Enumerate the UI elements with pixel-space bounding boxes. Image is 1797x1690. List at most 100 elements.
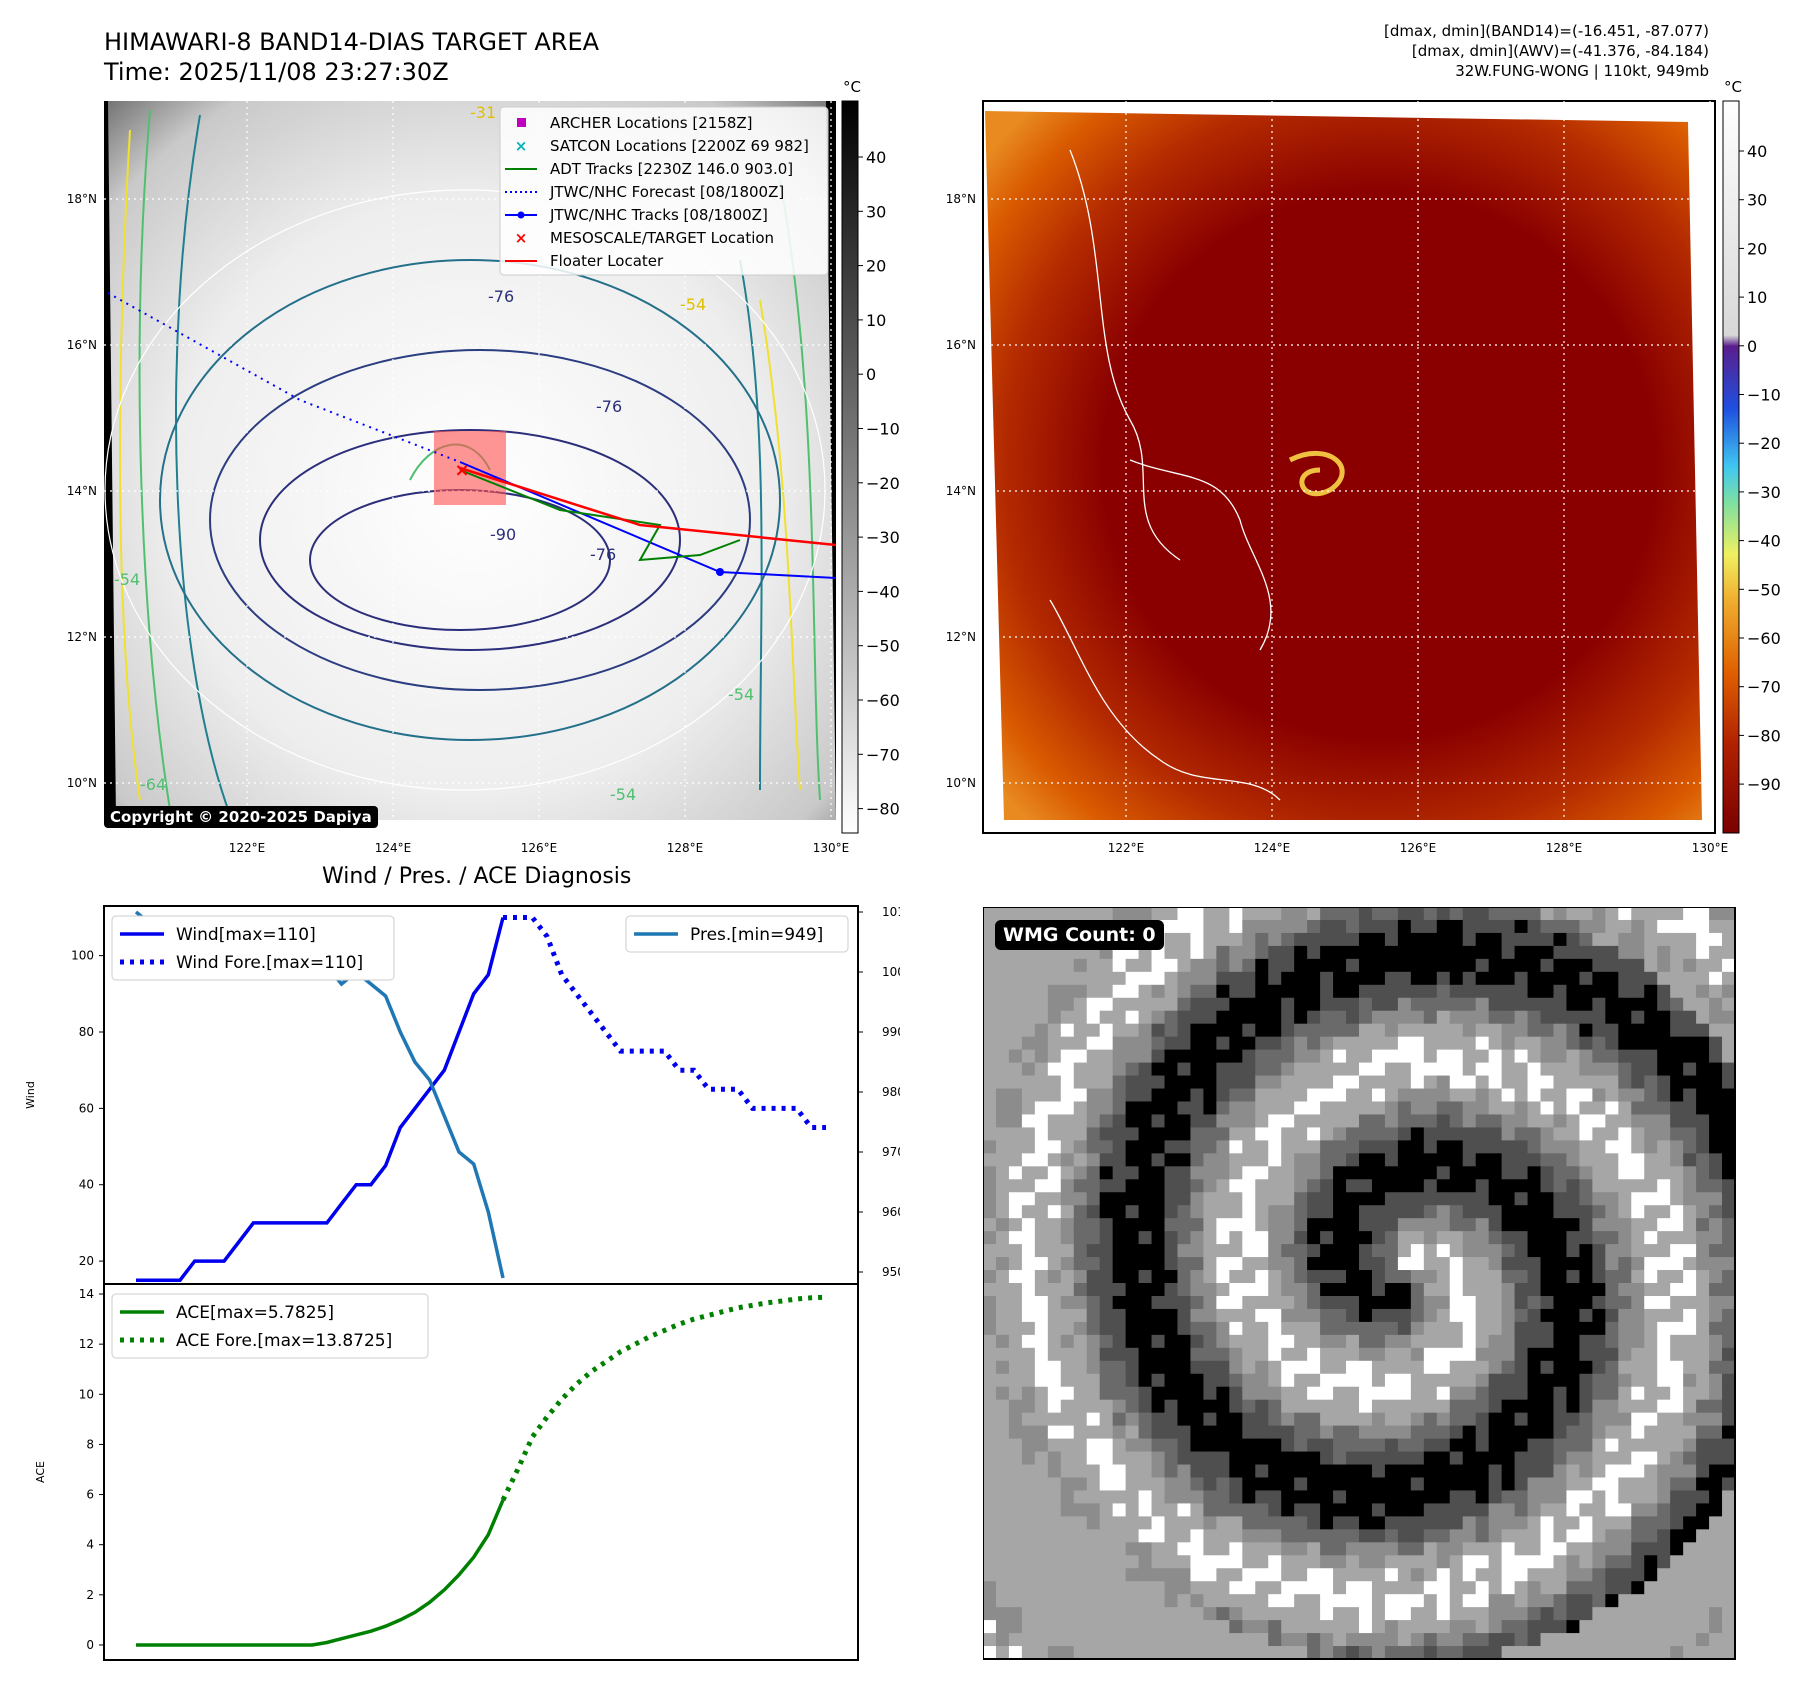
wmg-cell bbox=[1138, 1257, 1153, 1271]
wmg-cell bbox=[1709, 1568, 1723, 1582]
wmg-cell bbox=[1242, 1010, 1256, 1025]
wmg-cell bbox=[1021, 1386, 1036, 1401]
wmg-cell bbox=[1436, 1360, 1451, 1375]
chart-legend-box bbox=[625, 915, 849, 953]
wmg-cell bbox=[1151, 1399, 1166, 1414]
wmg-cell bbox=[1709, 1010, 1723, 1025]
wmg-cell bbox=[1501, 1140, 1516, 1154]
wmg-cell bbox=[1125, 1179, 1140, 1193]
wmg-cell bbox=[1618, 1438, 1632, 1453]
wmg-cell bbox=[1255, 1062, 1269, 1077]
wmg-cell bbox=[1242, 984, 1256, 999]
wmg-cell bbox=[1670, 958, 1684, 973]
wmg-cell bbox=[1475, 1231, 1490, 1245]
wmg-cell bbox=[1112, 1192, 1127, 1206]
wmg-cell bbox=[1333, 932, 1347, 947]
wmg-cell bbox=[1592, 1127, 1606, 1141]
wmg-cell bbox=[1605, 1062, 1619, 1077]
wmg-cell bbox=[1307, 971, 1321, 986]
wmg-cell bbox=[1410, 1555, 1425, 1569]
wmg-cell bbox=[1423, 1568, 1438, 1582]
wmg-cell bbox=[1488, 1075, 1503, 1090]
wmg-cell bbox=[1177, 1257, 1191, 1271]
wmg-cell bbox=[1540, 1490, 1554, 1504]
wmg-cell bbox=[1203, 1153, 1217, 1167]
wmg-cell bbox=[1644, 945, 1658, 960]
wmg-cell bbox=[1216, 1347, 1230, 1362]
wmg-cell bbox=[1125, 1231, 1140, 1245]
wmg-cell bbox=[1683, 1399, 1697, 1414]
wmg-cell bbox=[1268, 1581, 1282, 1595]
wmg-cell bbox=[1359, 907, 1373, 921]
wmg-cell bbox=[1060, 1062, 1075, 1077]
wmg-cell bbox=[1423, 1075, 1438, 1090]
wmg-cell bbox=[1514, 1283, 1529, 1297]
wmg-cell bbox=[1229, 1412, 1243, 1427]
wmg-cell bbox=[1657, 1153, 1671, 1167]
wmg-cell bbox=[1359, 1101, 1373, 1115]
wmg-cell bbox=[1281, 1062, 1295, 1077]
wmg-cell bbox=[1553, 1114, 1567, 1128]
wmg-cell bbox=[1060, 1283, 1075, 1297]
wmg-cell bbox=[1540, 1529, 1554, 1543]
wmg-cell bbox=[1333, 1347, 1347, 1362]
wmg-cell bbox=[1631, 1049, 1645, 1064]
wmg-cell bbox=[1488, 1231, 1503, 1245]
wmg-cell bbox=[1644, 1347, 1658, 1362]
wmg-cell bbox=[1605, 1360, 1619, 1375]
wmg-cell bbox=[1242, 1347, 1256, 1362]
wmg-cell bbox=[1346, 1451, 1360, 1466]
wmg-cell bbox=[983, 1257, 997, 1271]
wmg-cell bbox=[1722, 1646, 1736, 1660]
wmg-cell bbox=[1060, 1049, 1075, 1064]
wmg-cell bbox=[1566, 1179, 1580, 1193]
wmg-cell bbox=[1579, 1192, 1593, 1206]
wmg-cell bbox=[1566, 1529, 1580, 1543]
wmg-cell bbox=[1021, 1244, 1036, 1258]
wmg-cell bbox=[1242, 1464, 1256, 1478]
wmg-cell bbox=[1722, 1555, 1736, 1569]
wmg-cell bbox=[1307, 1140, 1321, 1154]
wmg-cell bbox=[1657, 1568, 1671, 1582]
wmg-cell bbox=[1527, 1503, 1542, 1517]
wmg-cell bbox=[1138, 1399, 1153, 1414]
wmg-cell bbox=[1060, 971, 1075, 986]
wmg-cell bbox=[1073, 1412, 1088, 1427]
pressure-tick-label: 980 bbox=[882, 1085, 900, 1099]
contour-label: -54 bbox=[610, 785, 636, 804]
wmg-cell bbox=[1190, 1101, 1204, 1115]
wmg-cell bbox=[1488, 1646, 1503, 1660]
wmg-cell bbox=[1229, 1620, 1243, 1634]
wmg-cell bbox=[1631, 958, 1645, 973]
wmg-cell bbox=[1605, 1192, 1619, 1206]
wmg-cell bbox=[1112, 1140, 1127, 1154]
wmg-cell bbox=[1307, 1295, 1321, 1310]
wmg-cell bbox=[1371, 1101, 1386, 1115]
wmg-cell bbox=[1709, 1205, 1723, 1219]
wmg-cell bbox=[1359, 1386, 1373, 1401]
wmg-cell bbox=[1307, 1347, 1321, 1362]
wmg-cell bbox=[1436, 1386, 1451, 1401]
wmg-cell bbox=[1151, 1166, 1166, 1180]
wmg-cell bbox=[1138, 1127, 1153, 1141]
wmg-cell bbox=[1164, 907, 1178, 921]
wmg-cell bbox=[1410, 1231, 1425, 1245]
wmg-cell bbox=[1618, 1205, 1632, 1219]
wmg-cell bbox=[1527, 1179, 1542, 1193]
wmg-cell bbox=[1371, 1231, 1386, 1245]
wmg-cell bbox=[1683, 1568, 1697, 1582]
wmg-cell bbox=[1151, 1153, 1166, 1167]
wmg-cell bbox=[995, 1049, 1010, 1064]
wmg-cell bbox=[1722, 1438, 1736, 1453]
wmg-cell bbox=[1709, 945, 1723, 960]
wmg-cell bbox=[1112, 1438, 1127, 1453]
wmg-cell bbox=[1631, 1127, 1645, 1141]
wmg-cell bbox=[1099, 1283, 1114, 1297]
wmg-cell bbox=[1021, 1023, 1036, 1038]
wmg-cell bbox=[1073, 1205, 1088, 1219]
wmg-cell bbox=[1307, 1114, 1321, 1128]
wmg-cell bbox=[1086, 1594, 1101, 1608]
wmg-cell bbox=[1086, 1334, 1101, 1349]
wmg-cell bbox=[1384, 1555, 1399, 1569]
wmg-cell bbox=[1488, 1451, 1503, 1466]
